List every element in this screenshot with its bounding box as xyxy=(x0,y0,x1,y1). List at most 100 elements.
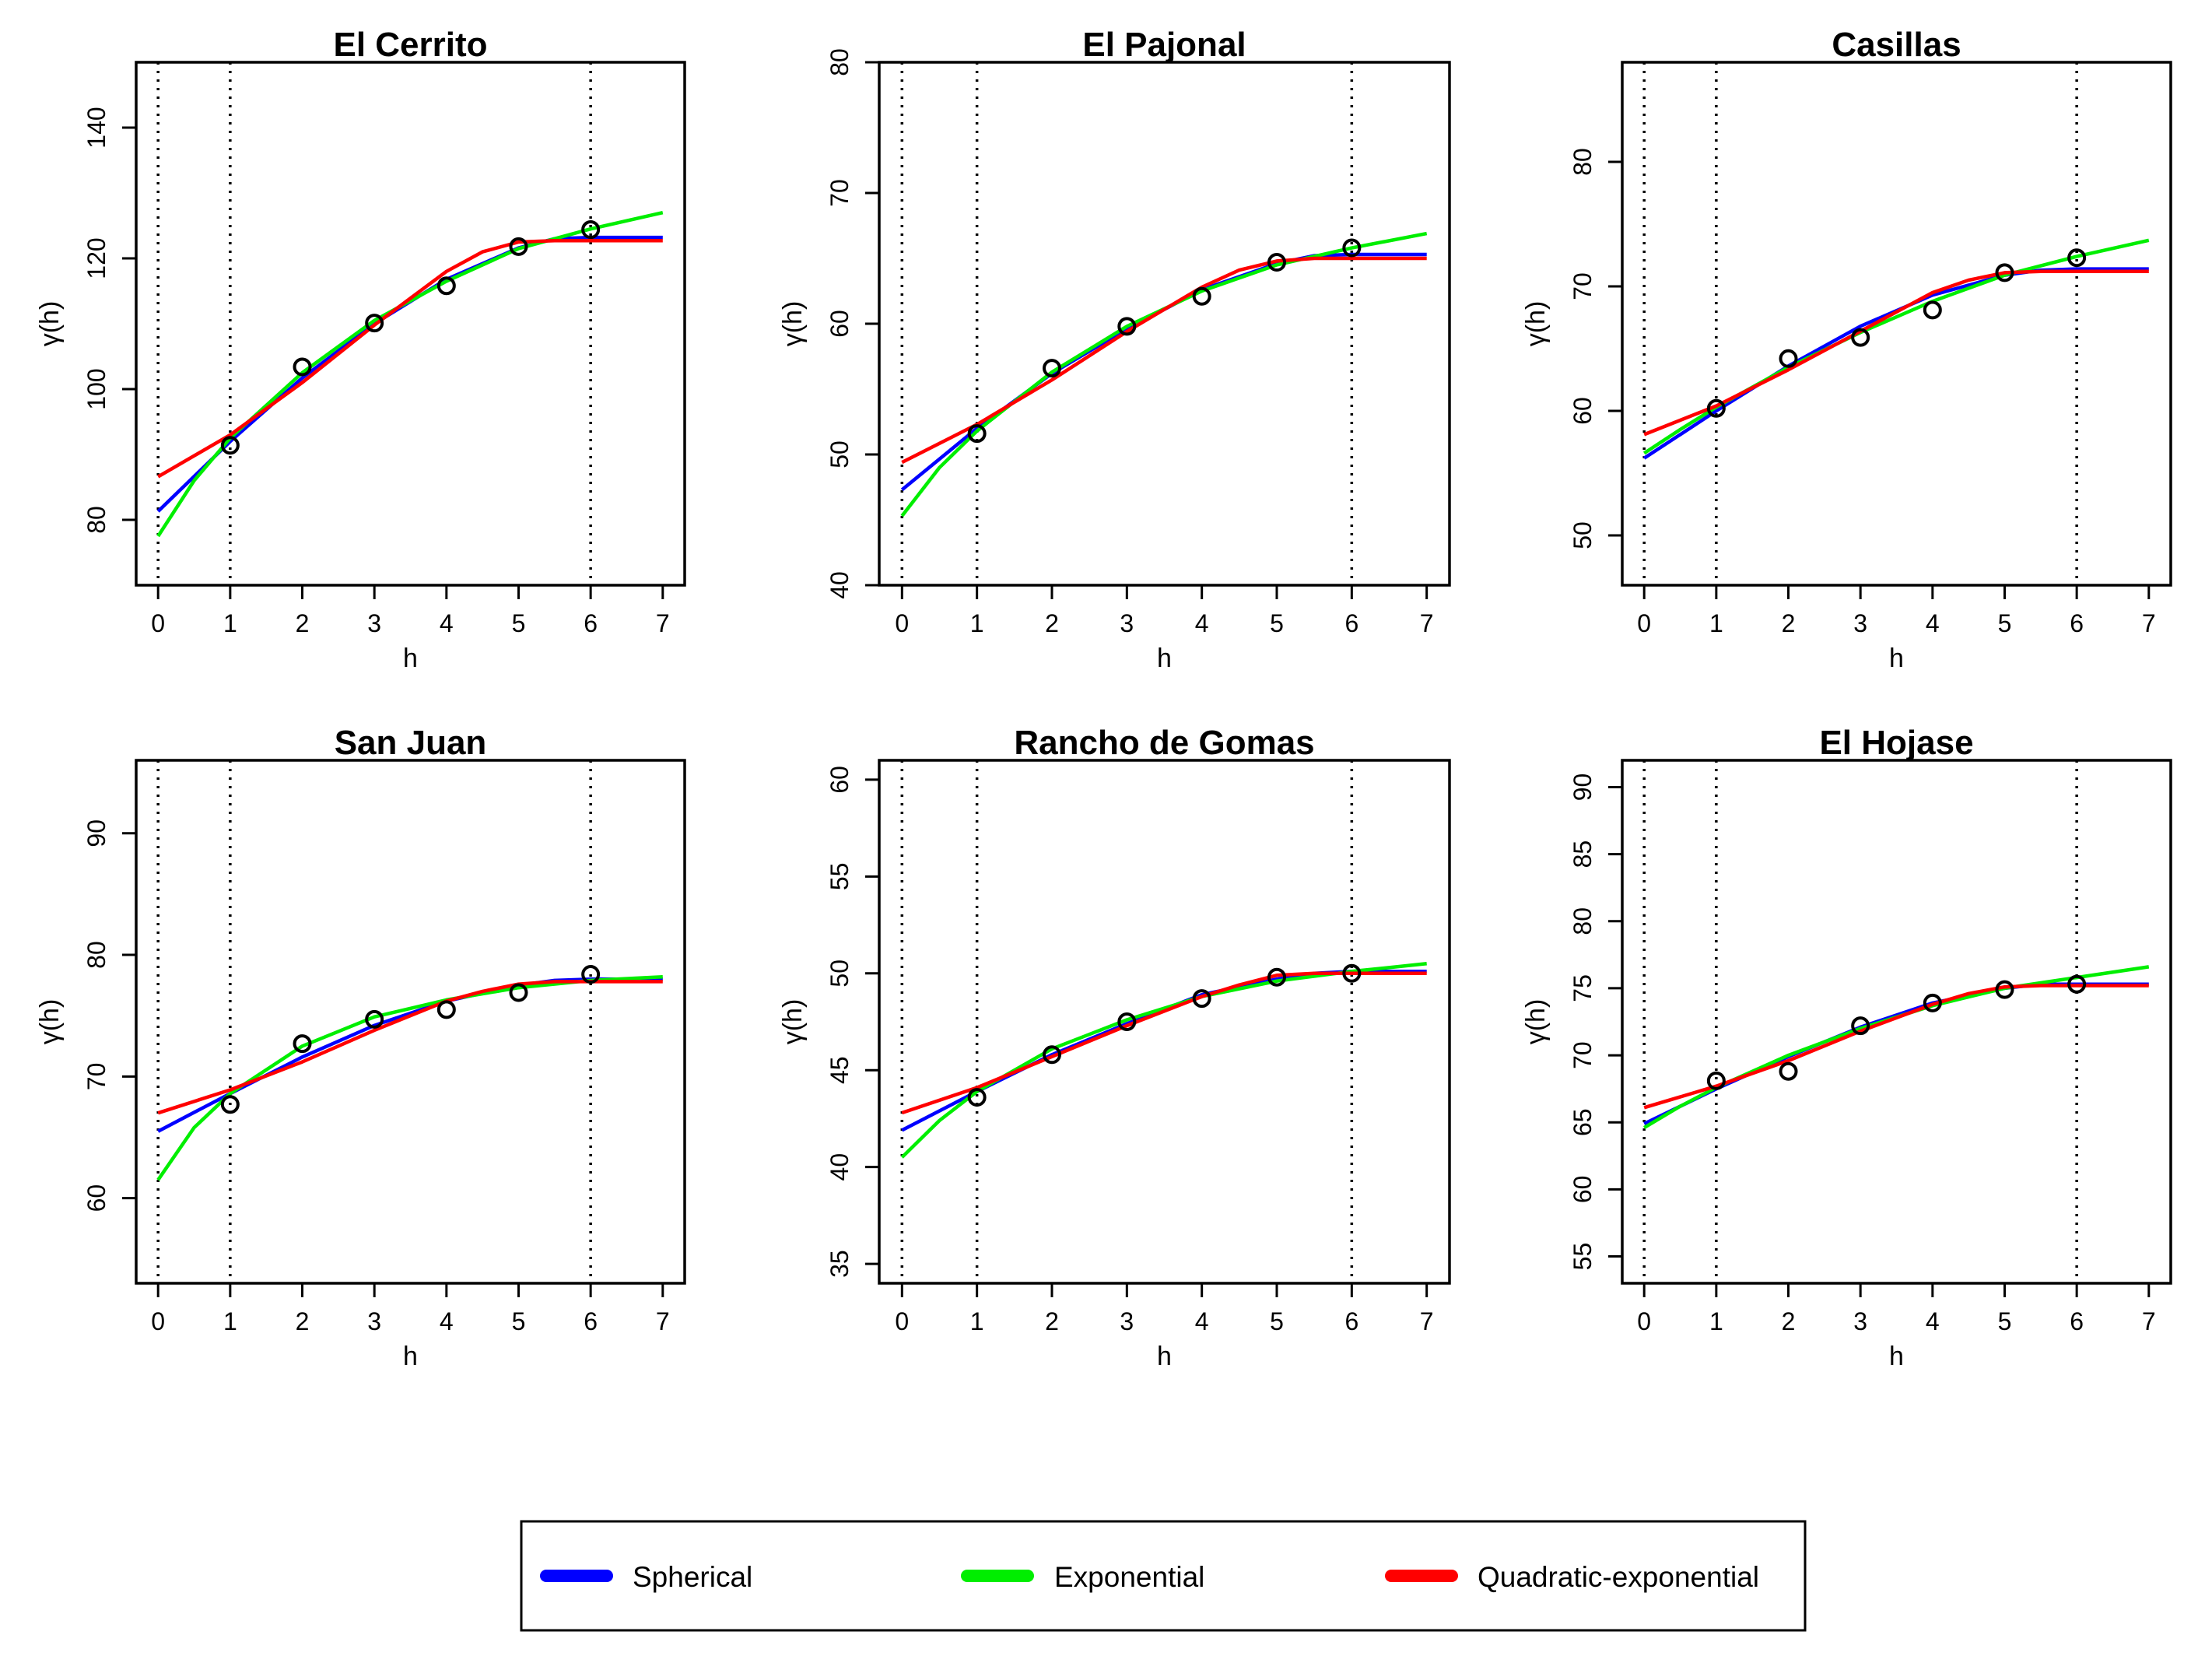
y-axis-label: γ(h) xyxy=(35,999,65,1045)
y-axis: 50 60 70 80 xyxy=(1569,148,1622,549)
x-tick-label: 6 xyxy=(2070,609,2084,637)
y-tick-label: 70 xyxy=(826,179,854,207)
x-tick-label: 0 xyxy=(1637,609,1651,637)
y-tick-label: 85 xyxy=(1569,840,1597,868)
data-point xyxy=(436,276,456,296)
series-lines xyxy=(900,962,1427,1159)
x-tick-label: 0 xyxy=(895,1307,909,1335)
y-tick-label: 60 xyxy=(1569,1176,1597,1204)
data-point xyxy=(220,1095,240,1114)
data-point xyxy=(1267,253,1287,272)
data-point xyxy=(293,357,312,377)
data-point xyxy=(967,424,987,444)
y-tick-label: 60 xyxy=(82,1184,110,1212)
y-tick-label: 90 xyxy=(1569,774,1597,802)
y-tick-label: 40 xyxy=(826,1153,854,1181)
y-axis-label: γ(h) xyxy=(778,999,808,1045)
x-tick-label: 7 xyxy=(2142,609,2156,637)
series-lines xyxy=(1643,965,2150,1130)
x-tick-label: 2 xyxy=(1782,1307,1796,1335)
data-point xyxy=(1995,980,2014,999)
series-line-spherical xyxy=(901,970,1427,1132)
data-point xyxy=(2067,974,2087,994)
data-point xyxy=(1342,238,1362,258)
x-axis: 0 1 2 3 4 5 6 7 xyxy=(895,1283,1434,1335)
legend-box xyxy=(520,1520,1807,1632)
x-tick-label: 3 xyxy=(1120,1307,1134,1335)
y-tick-label: 90 xyxy=(82,819,110,847)
x-tick-label: 0 xyxy=(895,609,909,637)
x-tick-label: 1 xyxy=(223,1307,237,1335)
x-tick-label: 4 xyxy=(1195,609,1209,637)
x-tick-label: 2 xyxy=(1045,609,1059,637)
x-axis-label: h xyxy=(1889,1342,1904,1371)
x-tick-label: 1 xyxy=(970,1307,984,1335)
legend-label-quadratic-exponential: Quadratic-exponential xyxy=(1478,1561,1759,1593)
plot-frame xyxy=(878,61,1451,587)
data-point xyxy=(1851,328,1870,347)
y-axis-label: γ(h) xyxy=(35,301,65,347)
x-tick-label: 2 xyxy=(1045,1307,1059,1335)
data-point xyxy=(1706,398,1726,418)
x-tick-label: 6 xyxy=(584,609,598,637)
series-line-quadratic-exponential xyxy=(901,256,1427,465)
series-line-spherical xyxy=(157,977,663,1133)
y-tick-label: 80 xyxy=(826,48,854,76)
y-axis: 35 40 45 50 55 60 xyxy=(826,766,879,1278)
data-point xyxy=(1117,1012,1137,1031)
x-tick-label: 6 xyxy=(2070,1307,2084,1335)
x-tick-label: 7 xyxy=(1420,609,1434,637)
legend: Spherical Exponential Quadratic-exponent… xyxy=(520,1520,1807,1632)
panel-san-juan: San Juan 0 1 2 3 4 5 6 7 60 70 80 90 h γ(h) xyxy=(35,724,686,1371)
x-tick-label: 5 xyxy=(1998,1307,2012,1335)
x-axis: 0 1 2 3 4 5 6 7 xyxy=(1637,1283,2156,1335)
data-point xyxy=(220,436,240,455)
data-point xyxy=(1192,286,1211,306)
plot-frame xyxy=(135,61,686,587)
data-point xyxy=(1851,1016,1870,1036)
x-tick-label: 6 xyxy=(1344,1307,1358,1335)
y-tick-label: 65 xyxy=(1569,1108,1597,1136)
data-point xyxy=(1192,989,1211,1009)
x-tick-label: 4 xyxy=(1195,1307,1209,1335)
x-axis: 0 1 2 3 4 5 6 7 xyxy=(1637,585,2156,637)
x-tick-label: 5 xyxy=(1270,609,1284,637)
y-axis-label: γ(h) xyxy=(778,301,808,347)
x-tick-label: 3 xyxy=(367,609,381,637)
data-point xyxy=(365,314,384,333)
x-axis: 0 1 2 3 4 5 6 7 xyxy=(895,585,1434,637)
x-tick-label: 3 xyxy=(1853,609,1867,637)
series-line-spherical xyxy=(156,235,663,513)
y-tick-label: 45 xyxy=(826,1056,854,1084)
x-tick-label: 6 xyxy=(584,1307,598,1335)
plot-frame xyxy=(135,759,686,1285)
panel-title: Casillas xyxy=(1832,26,1961,64)
data-point xyxy=(581,965,601,984)
panel-title: San Juan xyxy=(335,724,487,762)
series-lines xyxy=(156,211,664,538)
data-point xyxy=(1117,317,1137,336)
x-tick-label: 1 xyxy=(970,609,984,637)
series-line-quadratic-exponential xyxy=(157,980,663,1115)
y-tick-label: 35 xyxy=(826,1250,854,1278)
series-line-spherical xyxy=(1642,267,2149,460)
series-line-exponential xyxy=(1643,965,2150,1130)
x-tick-label: 3 xyxy=(1120,609,1134,637)
data-point xyxy=(1779,1061,1798,1081)
data-point xyxy=(1779,349,1798,368)
y-tick-label: 40 xyxy=(826,571,854,599)
y-tick-label: 80 xyxy=(1569,148,1597,176)
y-axis: 55 60 65 70 75 80 85 90 xyxy=(1569,774,1622,1270)
y-tick-label: 60 xyxy=(826,310,854,338)
x-tick-label: 3 xyxy=(367,1307,381,1335)
data-point xyxy=(967,1088,987,1107)
series-lines xyxy=(156,974,663,1181)
y-tick-label: 50 xyxy=(826,960,854,988)
data-point xyxy=(1995,263,2014,282)
panel-el-pajonal: El Pajonal 0 1 2 3 4 5 6 7 40 50 60 70 80 h γ(h) xyxy=(778,26,1451,673)
data-point xyxy=(509,237,528,256)
panel-el-hojase: El Hojase 0 1 2 3 4 5 6 7 55 60 65 70 75 80 85 90 h γ(h) xyxy=(1521,724,2172,1371)
y-tick-label: 55 xyxy=(826,863,854,891)
data-point xyxy=(365,1009,384,1029)
